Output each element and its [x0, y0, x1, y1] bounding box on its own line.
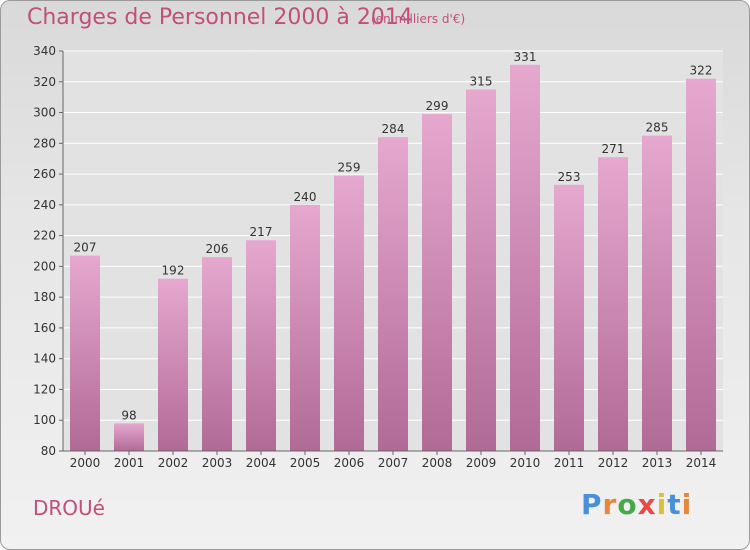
y-tick-label: 300	[33, 106, 56, 120]
y-tick-label: 120	[33, 382, 56, 396]
bar	[378, 137, 408, 451]
x-tick-label: 2010	[510, 456, 541, 470]
proxiti-logo[interactable]: Proxiti	[581, 488, 692, 521]
data-label: 217	[250, 225, 273, 239]
y-tick-label: 100	[33, 413, 56, 427]
data-label: 322	[690, 64, 713, 78]
data-label: 284	[382, 122, 405, 136]
y-tick-label: 80	[41, 444, 56, 458]
y-tick-label: 180	[33, 290, 56, 304]
x-tick-label: 2013	[642, 456, 673, 470]
data-label: 192	[162, 264, 185, 278]
x-tick-label: 2005	[290, 456, 321, 470]
data-label: 285	[646, 121, 669, 135]
x-tick-label: 2003	[202, 456, 233, 470]
x-tick-label: 2006	[334, 456, 365, 470]
x-tick-label: 2012	[598, 456, 629, 470]
data-label: 253	[558, 170, 581, 184]
data-label: 299	[426, 99, 449, 113]
y-tick-label: 320	[33, 75, 56, 89]
chart-title: Charges de Personnel 2000 à 2014	[27, 5, 413, 30]
logo-letter: r	[602, 488, 618, 521]
x-tick-label: 2008	[422, 456, 453, 470]
bar	[466, 89, 496, 451]
x-tick-label: 2011	[554, 456, 585, 470]
data-label: 271	[602, 142, 625, 156]
data-label: 259	[338, 161, 361, 175]
bar	[70, 255, 100, 451]
bar	[598, 157, 628, 451]
logo-letter: P	[581, 488, 603, 521]
logo-letter: t	[667, 488, 682, 521]
x-tick-label: 2014	[686, 456, 717, 470]
y-tick-label: 200	[33, 259, 56, 273]
bar	[202, 257, 232, 451]
y-tick-label: 220	[33, 229, 56, 243]
bar	[422, 114, 452, 452]
bar	[158, 278, 188, 451]
y-tick-label: 280	[33, 136, 56, 150]
data-label: 98	[121, 408, 136, 422]
y-tick-label: 240	[33, 198, 56, 212]
bar	[642, 135, 672, 451]
y-tick-label: 260	[33, 167, 56, 181]
bar	[686, 78, 716, 451]
x-tick-label: 2002	[158, 456, 189, 470]
data-label: 315	[470, 74, 493, 88]
data-label: 240	[294, 190, 317, 204]
bar	[246, 240, 276, 451]
bar	[290, 204, 320, 451]
bar	[334, 175, 364, 451]
data-label: 206	[206, 242, 229, 256]
y-tick-label: 160	[33, 321, 56, 335]
bar	[510, 64, 540, 451]
logo-letter: i	[681, 488, 693, 521]
x-tick-label: 2004	[246, 456, 277, 470]
logo-letter: i	[656, 488, 668, 521]
y-tick-label: 140	[33, 352, 56, 366]
y-tick-label: 340	[33, 44, 56, 58]
logo-letter: o	[617, 488, 638, 521]
bar	[554, 184, 584, 451]
commune-name: DROUé	[33, 496, 105, 520]
logo-letter: x	[637, 488, 657, 521]
data-label: 331	[514, 50, 537, 64]
x-tick-label: 2001	[114, 456, 145, 470]
bar	[114, 423, 144, 451]
chart-subtitle: (en milliers d'€)	[371, 12, 466, 26]
data-label: 207	[74, 241, 97, 255]
x-tick-label: 2009	[466, 456, 497, 470]
x-tick-label: 2000	[70, 456, 101, 470]
x-tick-label: 2007	[378, 456, 409, 470]
